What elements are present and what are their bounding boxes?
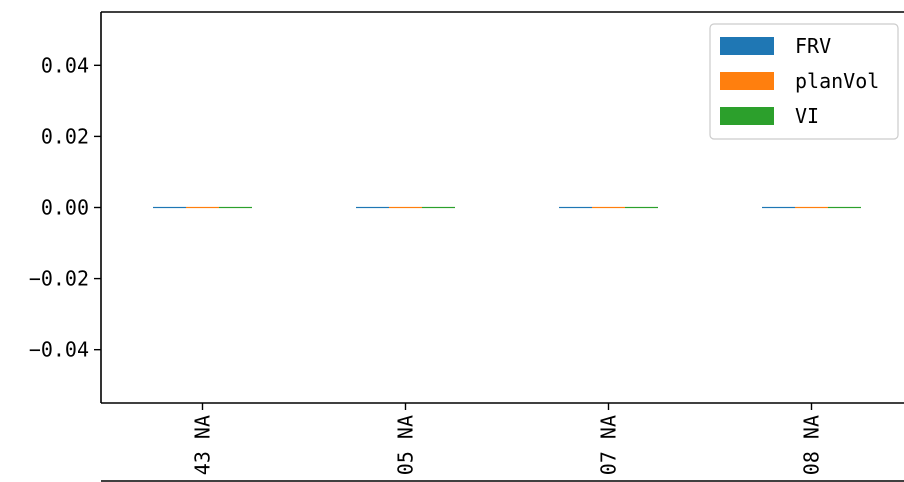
bar-planVol-0: [186, 206, 219, 209]
bar-FRV-3: [762, 206, 795, 209]
y-tick-label: 0.00: [41, 196, 89, 220]
y-tick-label: 0.02: [41, 124, 89, 148]
x-axis-ticks: 43 NA 05 NA 07 NA 08 NA: [191, 403, 824, 475]
x-tick-label: 43 NA: [191, 415, 215, 475]
bar-FRV-1: [356, 206, 389, 209]
bar-VI-1: [422, 206, 455, 209]
bar-planVol-2: [592, 206, 625, 209]
legend-swatch-VI: [720, 107, 774, 125]
x-tick-label: 05 NA: [394, 415, 418, 475]
bar-VI-2: [625, 206, 658, 209]
legend-swatch-FRV: [720, 37, 774, 55]
y-axis-ticks: −0.04 −0.02 0.00 0.02 0.04: [29, 53, 101, 362]
legend-label-FRV: FRV: [795, 34, 831, 58]
bars-group: [153, 206, 861, 209]
bar-FRV-0: [153, 206, 186, 209]
legend-swatch-planVol: [720, 72, 774, 90]
bar-VI-0: [219, 206, 252, 209]
x-tick-label: 08 NA: [800, 415, 824, 475]
legend: FRV planVol VI: [709, 23, 899, 140]
bar-VI-3: [828, 206, 861, 209]
legend-label-planVol: planVol: [795, 69, 879, 93]
y-tick-label: −0.02: [29, 267, 89, 291]
y-tick-label: 0.04: [41, 53, 89, 77]
bar-FRV-2: [559, 206, 592, 209]
axes: [100, 11, 904, 482]
legend-label-VI: VI: [795, 104, 819, 128]
y-tick-label: −0.04: [29, 338, 89, 362]
bar-planVol-1: [389, 206, 422, 209]
bar-planVol-3: [795, 206, 828, 209]
x-tick-label: 07 NA: [597, 415, 621, 475]
